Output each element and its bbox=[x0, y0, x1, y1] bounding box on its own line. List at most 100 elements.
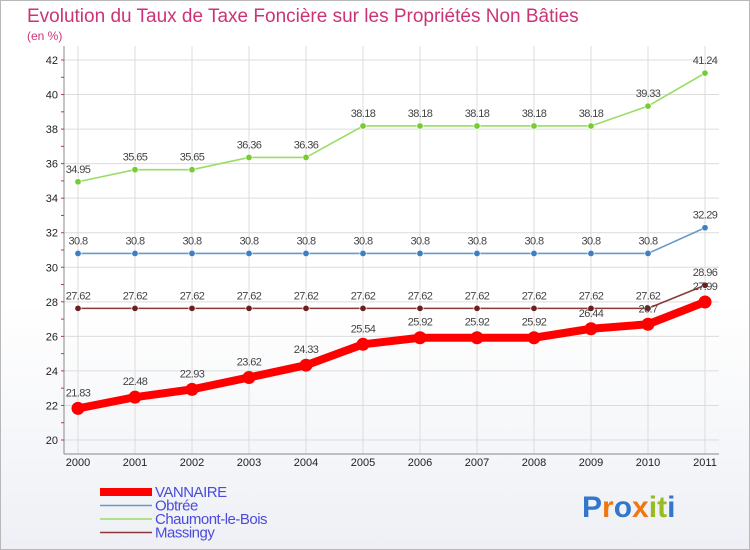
series-line-Massingy bbox=[78, 284, 706, 310]
data-point bbox=[527, 331, 541, 345]
data-point bbox=[302, 304, 310, 312]
logo-letter: x bbox=[632, 491, 649, 524]
data-label: 28.96 bbox=[693, 267, 718, 279]
data-label: 27.99 bbox=[693, 281, 718, 293]
data-point bbox=[644, 249, 652, 257]
data-point bbox=[530, 304, 538, 312]
data-label: 27.62 bbox=[465, 290, 490, 302]
data-label: 27.62 bbox=[66, 290, 91, 302]
y-tick-label: 20 bbox=[46, 435, 58, 447]
data-label: 34.95 bbox=[66, 164, 91, 176]
data-label: 27.62 bbox=[180, 290, 205, 302]
data-point bbox=[74, 249, 82, 257]
data-point bbox=[188, 166, 196, 174]
chart-title: Evolution du Taux de Taxe Foncière sur l… bbox=[27, 6, 579, 27]
data-label: 27.62 bbox=[522, 290, 547, 302]
legend-label: VANNAIRE bbox=[155, 484, 227, 501]
data-point bbox=[359, 249, 367, 257]
legend-label: Chaumont-le-Bois bbox=[155, 511, 267, 528]
series-line-Chaumont-le-Bois bbox=[77, 72, 706, 183]
x-tick-label: 2000 bbox=[66, 457, 90, 469]
data-point bbox=[299, 358, 313, 372]
data-label: 25.92 bbox=[522, 317, 547, 329]
data-point bbox=[470, 331, 484, 345]
data-point bbox=[359, 304, 367, 312]
data-point bbox=[416, 122, 424, 130]
y-tick-label: 34 bbox=[46, 193, 58, 205]
data-point bbox=[302, 153, 310, 161]
data-point bbox=[245, 304, 253, 312]
data-label: 24.33 bbox=[294, 344, 319, 356]
x-tick-label: 2003 bbox=[237, 457, 261, 469]
y-tick-label: 30 bbox=[46, 262, 58, 274]
data-label: 22.48 bbox=[123, 376, 148, 388]
x-tick-label: 2004 bbox=[294, 457, 318, 469]
data-point bbox=[587, 304, 595, 312]
data-label: 30.8 bbox=[638, 235, 657, 247]
data-point bbox=[131, 166, 139, 174]
data-point bbox=[188, 304, 196, 312]
legend-label: Obtrée bbox=[155, 498, 198, 515]
data-label: 27.62 bbox=[123, 290, 148, 302]
data-labels: 21.83 22.48 22.93 23.62 24.33 25.54 25.92 25.92… bbox=[66, 55, 719, 399]
y-tick-label: 42 bbox=[46, 55, 58, 67]
data-label: 30.8 bbox=[182, 235, 201, 247]
data-label: 27.62 bbox=[636, 290, 661, 302]
logo-letter: t bbox=[657, 491, 667, 524]
data-label: 30.8 bbox=[353, 235, 372, 247]
data-point bbox=[530, 122, 538, 130]
data-label: 38.18 bbox=[522, 108, 547, 120]
data-point bbox=[359, 122, 367, 130]
data-label: 38.18 bbox=[408, 108, 433, 120]
data-label: 30.8 bbox=[68, 235, 87, 247]
axes: 20 22 24 26 28 30 32 34 36 38 40 42 2000 2001 2002 2003… bbox=[46, 46, 719, 469]
data-point bbox=[416, 304, 424, 312]
data-point bbox=[242, 370, 256, 384]
data-point bbox=[473, 304, 481, 312]
data-label: 22.93 bbox=[180, 368, 205, 380]
data-point bbox=[245, 249, 253, 257]
logo-letter: i bbox=[667, 491, 675, 524]
y-tick-label: 32 bbox=[46, 228, 58, 240]
x-tick-label: 2009 bbox=[579, 457, 603, 469]
data-label: 27.62 bbox=[351, 290, 376, 302]
data-point bbox=[131, 249, 139, 257]
data-label: 39.33 bbox=[636, 88, 661, 100]
data-label: 27.62 bbox=[294, 290, 319, 302]
data-label: 36.36 bbox=[237, 139, 262, 151]
data-point bbox=[701, 69, 709, 77]
x-tick-label: 2002 bbox=[180, 457, 204, 469]
data-point bbox=[701, 281, 709, 289]
data-label: 25.92 bbox=[465, 317, 490, 329]
data-label: 38.18 bbox=[351, 108, 376, 120]
logo-letter: r bbox=[602, 491, 614, 524]
data-label: 30.8 bbox=[410, 235, 429, 247]
data-point bbox=[128, 390, 142, 404]
data-point bbox=[473, 122, 481, 130]
x-tick-label: 2005 bbox=[351, 457, 375, 469]
series bbox=[71, 69, 712, 415]
y-tick-label: 22 bbox=[46, 400, 58, 412]
data-label: 30.8 bbox=[581, 235, 600, 247]
y-tick-label: 26 bbox=[46, 331, 58, 343]
data-label: 30.8 bbox=[296, 235, 315, 247]
data-label: 25.92 bbox=[408, 317, 433, 329]
data-point bbox=[644, 304, 652, 312]
logo-letter: i bbox=[649, 491, 657, 524]
data-label: 30.8 bbox=[239, 235, 258, 247]
series-line-Obtrée bbox=[78, 226, 706, 255]
data-point bbox=[188, 249, 196, 257]
data-label: 27.62 bbox=[408, 290, 433, 302]
series-line-VANNAIRE bbox=[77, 298, 707, 413]
data-label: 30.8 bbox=[524, 235, 543, 247]
y-tick-label: 24 bbox=[46, 366, 58, 378]
data-point bbox=[302, 249, 310, 257]
logo-letter: o bbox=[614, 491, 632, 524]
proxiti-logo: Proxiti bbox=[582, 491, 675, 524]
data-label: 23.62 bbox=[237, 356, 262, 368]
data-point bbox=[71, 401, 85, 415]
logo-letter: P bbox=[582, 491, 602, 524]
data-point bbox=[473, 249, 481, 257]
